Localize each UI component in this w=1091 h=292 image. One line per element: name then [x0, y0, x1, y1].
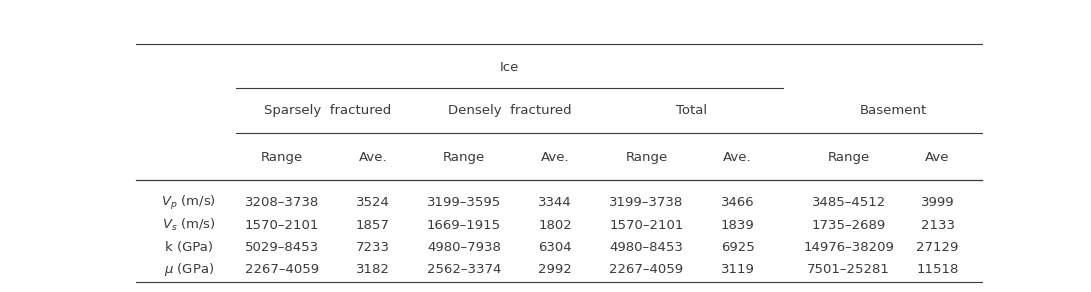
Text: 4980–8453: 4980–8453 [610, 241, 683, 254]
Text: 3999: 3999 [921, 196, 955, 209]
Text: 3199–3595: 3199–3595 [427, 196, 501, 209]
Text: Range: Range [625, 151, 668, 164]
Text: 14976–38209: 14976–38209 [803, 241, 895, 254]
Text: 2992: 2992 [538, 263, 572, 277]
Text: $\mu$ (GPa): $\mu$ (GPa) [164, 262, 214, 279]
Text: 7501–25281: 7501–25281 [807, 263, 890, 277]
Text: Range: Range [261, 151, 303, 164]
Text: $V_s$ (m/s): $V_s$ (m/s) [161, 217, 216, 233]
Text: 3344: 3344 [538, 196, 572, 209]
Text: 7233: 7233 [356, 241, 389, 254]
Text: Total: Total [676, 104, 708, 117]
Text: 3119: 3119 [721, 263, 755, 277]
Text: 2267–4059: 2267–4059 [610, 263, 683, 277]
Text: 2133: 2133 [921, 218, 955, 232]
Text: 5029–8453: 5029–8453 [244, 241, 319, 254]
Text: 3199–3738: 3199–3738 [609, 196, 684, 209]
Text: 1669–1915: 1669–1915 [427, 218, 501, 232]
Text: Densely  fractured: Densely fractured [448, 104, 572, 117]
Text: Ice: Ice [500, 61, 519, 74]
Text: 3485–4512: 3485–4512 [812, 196, 886, 209]
Text: Ave.: Ave. [359, 151, 387, 164]
Text: Sparsely  fractured: Sparsely fractured [264, 104, 391, 117]
Text: Ave: Ave [925, 151, 950, 164]
Text: 3466: 3466 [721, 196, 754, 209]
Text: Ave.: Ave. [723, 151, 752, 164]
Text: 27129: 27129 [916, 241, 959, 254]
Text: 1570–2101: 1570–2101 [609, 218, 684, 232]
Text: 11518: 11518 [916, 263, 959, 277]
Text: 3182: 3182 [356, 263, 389, 277]
Text: 1735–2689: 1735–2689 [812, 218, 886, 232]
Text: $V_p$ (m/s): $V_p$ (m/s) [161, 194, 216, 211]
Text: Ave.: Ave. [541, 151, 570, 164]
Text: 1839: 1839 [721, 218, 755, 232]
Text: k (GPa): k (GPa) [165, 241, 213, 254]
Text: 6304: 6304 [539, 241, 572, 254]
Text: 1802: 1802 [538, 218, 572, 232]
Text: Range: Range [828, 151, 870, 164]
Text: 2562–3374: 2562–3374 [427, 263, 501, 277]
Text: 3208–3738: 3208–3738 [244, 196, 319, 209]
Text: 3524: 3524 [356, 196, 389, 209]
Text: 1570–2101: 1570–2101 [244, 218, 319, 232]
Text: Basement: Basement [860, 104, 926, 117]
Text: 1857: 1857 [356, 218, 389, 232]
Text: 6925: 6925 [721, 241, 755, 254]
Text: Range: Range [443, 151, 485, 164]
Text: 4980–7938: 4980–7938 [428, 241, 501, 254]
Text: 2267–4059: 2267–4059 [244, 263, 319, 277]
